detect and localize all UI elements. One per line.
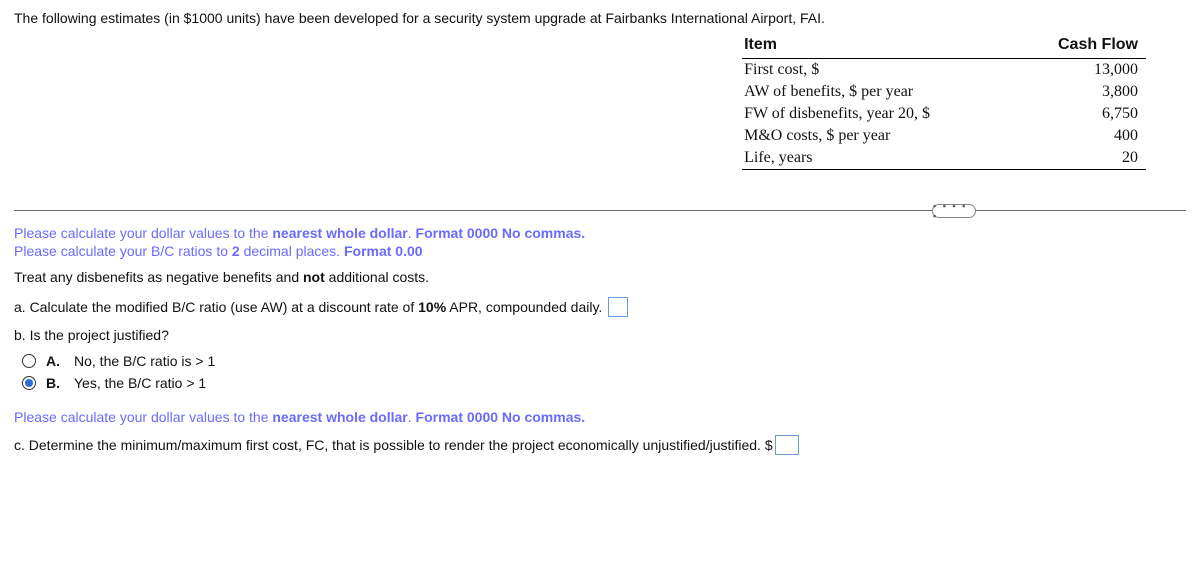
qa-rate: 10% [418,299,446,315]
cell-val: 20 [938,147,1146,170]
instr-text: decimal places. [240,243,344,259]
format-instruction-dollar-2: Please calculate your dollar values to t… [14,409,1186,425]
option-text: No, the B/C ratio is > 1 [74,353,215,369]
question-c: c. Determine the minimum/maximum first c… [14,435,1186,455]
instr-format: Format 0000 No commas. [416,409,586,425]
cell-item: Life, years [742,147,938,170]
options-group: A. No, the B/C ratio is > 1 B. Yes, the … [22,353,1186,391]
cell-val: 13,000 [938,59,1146,82]
cell-val: 400 [938,125,1146,147]
option-letter: B. [46,375,64,391]
instr-format: Format 0.00 [344,243,423,259]
format-instruction-ratio: Please calculate your B/C ratios to 2 de… [14,243,1186,259]
instr-text: . [408,225,416,241]
bc-ratio-input[interactable] [608,297,628,317]
instr-format: Format 0000 No commas. [416,225,586,241]
table-row: FW of disbenefits, year 20, $ 6,750 [742,103,1146,125]
cell-item: AW of benefits, $ per year [742,81,938,103]
question-a: a. Calculate the modified B/C ratio (use… [14,297,1186,317]
table-row: AW of benefits, $ per year 3,800 [742,81,1146,103]
disbenefit-note: Treat any disbenefits as negative benefi… [14,269,1186,285]
instr-text: Please calculate your B/C ratios to [14,243,232,259]
data-table-wrap: Item Cash Flow First cost, $ 13,000 AW o… [14,34,1186,170]
first-cost-input[interactable] [775,435,799,455]
divider-handle-icon[interactable]: ▪ ▪ ▪ ▪ ▪ [932,204,976,218]
table-row: M&O costs, $ per year 400 [742,125,1146,147]
instr-text: Please calculate your dollar values to t… [14,225,272,241]
instr-bold: nearest whole dollar [272,225,407,241]
format-instruction-dollar: Please calculate your dollar values to t… [14,225,1186,241]
table-row: First cost, $ 13,000 [742,59,1146,82]
note-text: additional costs. [325,269,429,285]
col-cash-header: Cash Flow [938,34,1146,59]
radio-icon[interactable] [22,376,36,390]
instr-bold: nearest whole dollar [272,409,407,425]
cell-val: 3,800 [938,81,1146,103]
option-a[interactable]: A. No, the B/C ratio is > 1 [22,353,1186,369]
qa-text: a. Calculate the modified B/C ratio (use… [14,299,602,315]
radio-icon[interactable] [22,354,36,368]
instr-text: . [408,409,416,425]
option-b[interactable]: B. Yes, the B/C ratio > 1 [22,375,1186,391]
intro-text: The following estimates (in $1000 units)… [14,10,1186,26]
qc-text: c. Determine the minimum/maximum first c… [14,437,773,453]
cell-item: FW of disbenefits, year 20, $ [742,103,938,125]
option-text: Yes, the B/C ratio > 1 [74,375,206,391]
instr-text: Please calculate your dollar values to t… [14,409,272,425]
qa-part: APR, compounded daily. [446,299,602,315]
instr-bold: 2 [232,243,240,259]
cell-item: M&O costs, $ per year [742,125,938,147]
cell-item: First cost, $ [742,59,938,82]
note-text: Treat any disbenefits as negative benefi… [14,269,303,285]
table-row: Life, years 20 [742,147,1146,170]
section-divider: ▪ ▪ ▪ ▪ ▪ [14,210,1186,211]
note-bold: not [303,269,325,285]
cashflow-table: Item Cash Flow First cost, $ 13,000 AW o… [742,34,1146,170]
question-b: b. Is the project justified? [14,327,1186,343]
col-item-header: Item [742,34,938,59]
qa-part: a. Calculate the modified B/C ratio (use… [14,299,418,315]
cell-val: 6,750 [938,103,1146,125]
option-letter: A. [46,353,64,369]
